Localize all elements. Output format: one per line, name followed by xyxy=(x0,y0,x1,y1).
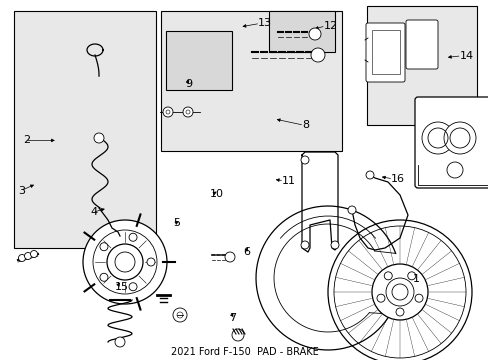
Circle shape xyxy=(330,241,338,249)
Text: 14: 14 xyxy=(459,51,473,61)
Circle shape xyxy=(347,206,355,214)
Bar xyxy=(14,11,155,248)
Circle shape xyxy=(301,156,308,164)
FancyBboxPatch shape xyxy=(405,20,437,69)
Text: 9: 9 xyxy=(184,78,192,89)
Bar xyxy=(268,11,334,52)
Circle shape xyxy=(100,243,108,251)
Circle shape xyxy=(365,171,373,179)
Circle shape xyxy=(30,251,38,257)
Text: 7: 7 xyxy=(228,312,236,323)
Circle shape xyxy=(371,264,427,320)
Circle shape xyxy=(391,284,407,300)
Text: 1: 1 xyxy=(412,274,419,284)
Text: 8: 8 xyxy=(302,120,309,130)
Circle shape xyxy=(94,133,104,143)
Circle shape xyxy=(107,244,142,280)
Circle shape xyxy=(310,48,325,62)
Bar xyxy=(161,11,342,151)
Circle shape xyxy=(407,272,415,280)
Circle shape xyxy=(115,337,125,347)
Circle shape xyxy=(183,107,193,117)
Circle shape xyxy=(129,283,137,291)
Circle shape xyxy=(308,28,320,40)
Circle shape xyxy=(224,252,235,262)
Circle shape xyxy=(24,252,31,260)
Circle shape xyxy=(173,308,186,322)
Text: 5: 5 xyxy=(173,218,180,228)
Circle shape xyxy=(301,241,308,249)
Text: 13: 13 xyxy=(258,18,272,28)
Text: 15: 15 xyxy=(115,282,129,292)
Text: 10: 10 xyxy=(210,189,224,199)
FancyBboxPatch shape xyxy=(365,23,404,82)
Circle shape xyxy=(446,162,462,178)
Circle shape xyxy=(327,220,471,360)
Text: 3: 3 xyxy=(19,186,25,196)
Circle shape xyxy=(100,273,108,281)
Text: 2021 Ford F-150  PAD - BRAKE: 2021 Ford F-150 PAD - BRAKE xyxy=(170,347,318,357)
Circle shape xyxy=(376,294,384,302)
Circle shape xyxy=(129,233,137,241)
Bar xyxy=(366,6,476,125)
Circle shape xyxy=(421,122,453,154)
Circle shape xyxy=(384,272,391,280)
Text: 11: 11 xyxy=(282,176,296,186)
Bar xyxy=(166,31,232,90)
Circle shape xyxy=(231,329,244,341)
Bar xyxy=(371,30,399,74)
Text: 12: 12 xyxy=(323,21,337,31)
Text: 6: 6 xyxy=(243,247,250,257)
Text: 4: 4 xyxy=(90,207,98,217)
Circle shape xyxy=(414,294,422,302)
Circle shape xyxy=(83,220,167,304)
Circle shape xyxy=(163,107,173,117)
Circle shape xyxy=(443,122,475,154)
Circle shape xyxy=(147,258,155,266)
Circle shape xyxy=(19,255,25,261)
Circle shape xyxy=(395,308,403,316)
Text: 16: 16 xyxy=(390,174,405,184)
FancyBboxPatch shape xyxy=(414,97,488,188)
Text: 2: 2 xyxy=(23,135,31,145)
